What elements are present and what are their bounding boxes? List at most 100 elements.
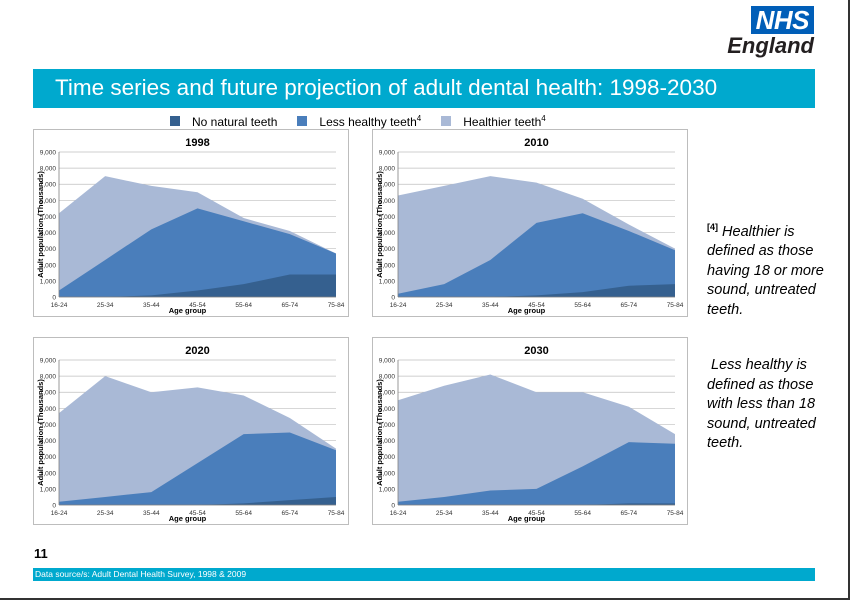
y-tick-label: 3,000: [379, 246, 396, 253]
legend-swatch-healthier-teeth: [441, 116, 452, 126]
legend-item-no-natural-teeth: No natural teeth: [170, 114, 277, 129]
chart-title: 2010: [524, 137, 548, 149]
y-tick-label: 6,000: [40, 198, 57, 205]
x-axis-label: Age group: [169, 306, 207, 315]
data-source-text: Data source/s: Adult Dental Health Surve…: [35, 569, 247, 579]
y-axis-label: Adult population (Thousands): [36, 171, 45, 278]
chart-panel-2020: 2020 0 1,000 2,000 3,000 4,000 5,000 6,000 7,000…: [33, 337, 349, 525]
note-healthier-text: Healthier is defined as those having 18 …: [707, 223, 824, 318]
x-tick-label: 35-44: [482, 302, 499, 309]
x-tick-label: 16-24: [51, 510, 68, 517]
x-tick-label: 16-24: [51, 302, 68, 309]
x-tick-label: 25-34: [436, 302, 453, 309]
y-tick-label: 7,000: [40, 390, 57, 397]
x-tick-label: 35-44: [143, 302, 160, 309]
y-tick-label: 3,000: [40, 246, 57, 253]
y-tick-label: 0: [391, 295, 395, 302]
y-tick-label: 6,000: [379, 406, 396, 413]
y-tick-label: 7,000: [40, 182, 57, 189]
x-tick-label: 65-74: [621, 510, 638, 517]
area-series-no-natural-teeth: [398, 503, 675, 505]
chart-legend: No natural teeth Less healthy teeth4 Hea…: [170, 112, 566, 130]
nhs-england-logo: NHS England: [726, 6, 814, 58]
nhs-logo-mark: NHS: [750, 6, 814, 34]
y-axis-label: Adult population (Thousands): [36, 379, 45, 486]
x-tick-label: 16-24: [390, 302, 407, 309]
x-tick-label: 16-24: [390, 510, 407, 517]
legend-item-less-healthy-teeth: Less healthy teeth4: [297, 114, 421, 129]
footnote-marker: [4]: [707, 222, 718, 232]
y-tick-label: 2,000: [379, 470, 396, 477]
y-tick-label: 2,000: [40, 262, 57, 269]
y-tick-label: 2,000: [40, 470, 57, 477]
slide-title: Time series and future projection of adu…: [55, 75, 718, 100]
area-series-no-natural-teeth: [398, 284, 675, 297]
y-tick-label: 5,000: [40, 214, 57, 221]
y-tick-label: 9,000: [379, 150, 396, 157]
x-tick-label: 65-74: [282, 510, 299, 517]
y-tick-label: 4,000: [40, 230, 57, 237]
x-tick-label: 75-84: [667, 510, 684, 517]
chart-title: 2020: [185, 345, 209, 357]
y-tick-label: 9,000: [379, 358, 396, 365]
y-tick-label: 2,000: [379, 262, 396, 269]
x-tick-label: 25-34: [97, 302, 114, 309]
y-tick-label: 8,000: [40, 166, 57, 173]
note-healthier-definition: [4] Healthier is defined as those having…: [707, 218, 842, 320]
y-tick-label: 9,000: [40, 358, 57, 365]
y-tick-label: 8,000: [40, 374, 57, 381]
area-series-no-natural-teeth: [59, 496, 336, 505]
y-tick-label: 0: [52, 295, 56, 302]
legend-label-no-natural-teeth: No natural teeth: [192, 114, 278, 129]
chart-title: 1998: [185, 137, 209, 149]
x-tick-label: 75-84: [667, 302, 684, 309]
legend-swatch-no-natural-teeth: [170, 116, 180, 126]
legend-label-less-healthy-teeth: Less healthy teeth4: [319, 113, 422, 129]
area-series-less-healthy-teeth: [398, 442, 675, 505]
chart-panel-2010: 2010 0 1,000 2,000 3,000 4,000 5,000 6,000 7,000…: [372, 129, 688, 317]
x-tick-label: 35-44: [143, 510, 160, 517]
y-tick-label: 1,000: [379, 486, 396, 493]
x-axis-label: Age group: [169, 514, 207, 523]
x-tick-label: 65-74: [282, 302, 299, 309]
x-tick-label: 75-84: [328, 302, 345, 309]
x-tick-label: 55-64: [235, 302, 252, 309]
area-chart-2010: 2010 0 1,000 2,000 3,000 4,000 5,000 6,000 7,000…: [375, 137, 684, 315]
y-tick-label: 6,000: [40, 406, 57, 413]
y-tick-label: 0: [52, 503, 56, 510]
legend-label-healthier-teeth: Healthier teeth4: [463, 113, 546, 129]
legend-swatch-less-healthy-teeth: [297, 116, 308, 126]
x-tick-label: 45-54: [189, 302, 206, 309]
source-bar: Data source/s: Adult Dental Health Surve…: [33, 568, 815, 581]
x-axis-label: Age group: [508, 306, 546, 315]
page-number: 11: [34, 546, 48, 561]
x-tick-label: 35-44: [482, 510, 499, 517]
x-tick-label: 25-34: [97, 510, 114, 517]
y-tick-label: 7,000: [379, 182, 396, 189]
area-chart-2030: 2030 0 1,000 2,000 3,000 4,000 5,000 6,000 7,000…: [375, 345, 684, 523]
note-less-healthy-definition: Less healthy is defined as those with le…: [707, 356, 842, 454]
y-tick-label: 4,000: [379, 438, 396, 445]
y-tick-label: 1,000: [40, 486, 57, 493]
x-tick-label: 45-54: [528, 510, 545, 517]
x-tick-label: 55-64: [574, 302, 591, 309]
y-tick-label: 3,000: [379, 454, 396, 461]
x-axis-label: Age group: [508, 514, 546, 523]
y-tick-label: 1,000: [379, 278, 396, 285]
area-series-no-natural-teeth: [59, 274, 336, 297]
y-tick-label: 0: [391, 503, 395, 510]
legend-item-healthier-teeth: Healthier teeth4: [441, 114, 546, 129]
y-tick-label: 5,000: [379, 214, 396, 221]
y-tick-label: 9,000: [40, 150, 57, 157]
x-tick-label: 45-54: [528, 302, 545, 309]
chart-title: 2030: [524, 345, 548, 357]
y-axis-label: Adult population (Thousands): [375, 379, 384, 486]
y-tick-label: 1,000: [40, 278, 57, 285]
y-tick-label: 5,000: [40, 422, 57, 429]
y-tick-label: 7,000: [379, 390, 396, 397]
x-tick-label: 45-54: [189, 510, 206, 517]
chart-panel-1998: 1998 0 1,000 2,000 3,000 4,000 5,000 6,000 7,000…: [33, 129, 349, 317]
x-tick-label: 55-64: [235, 510, 252, 517]
y-tick-label: 4,000: [40, 438, 57, 445]
area-series-less-healthy-teeth: [59, 208, 336, 297]
